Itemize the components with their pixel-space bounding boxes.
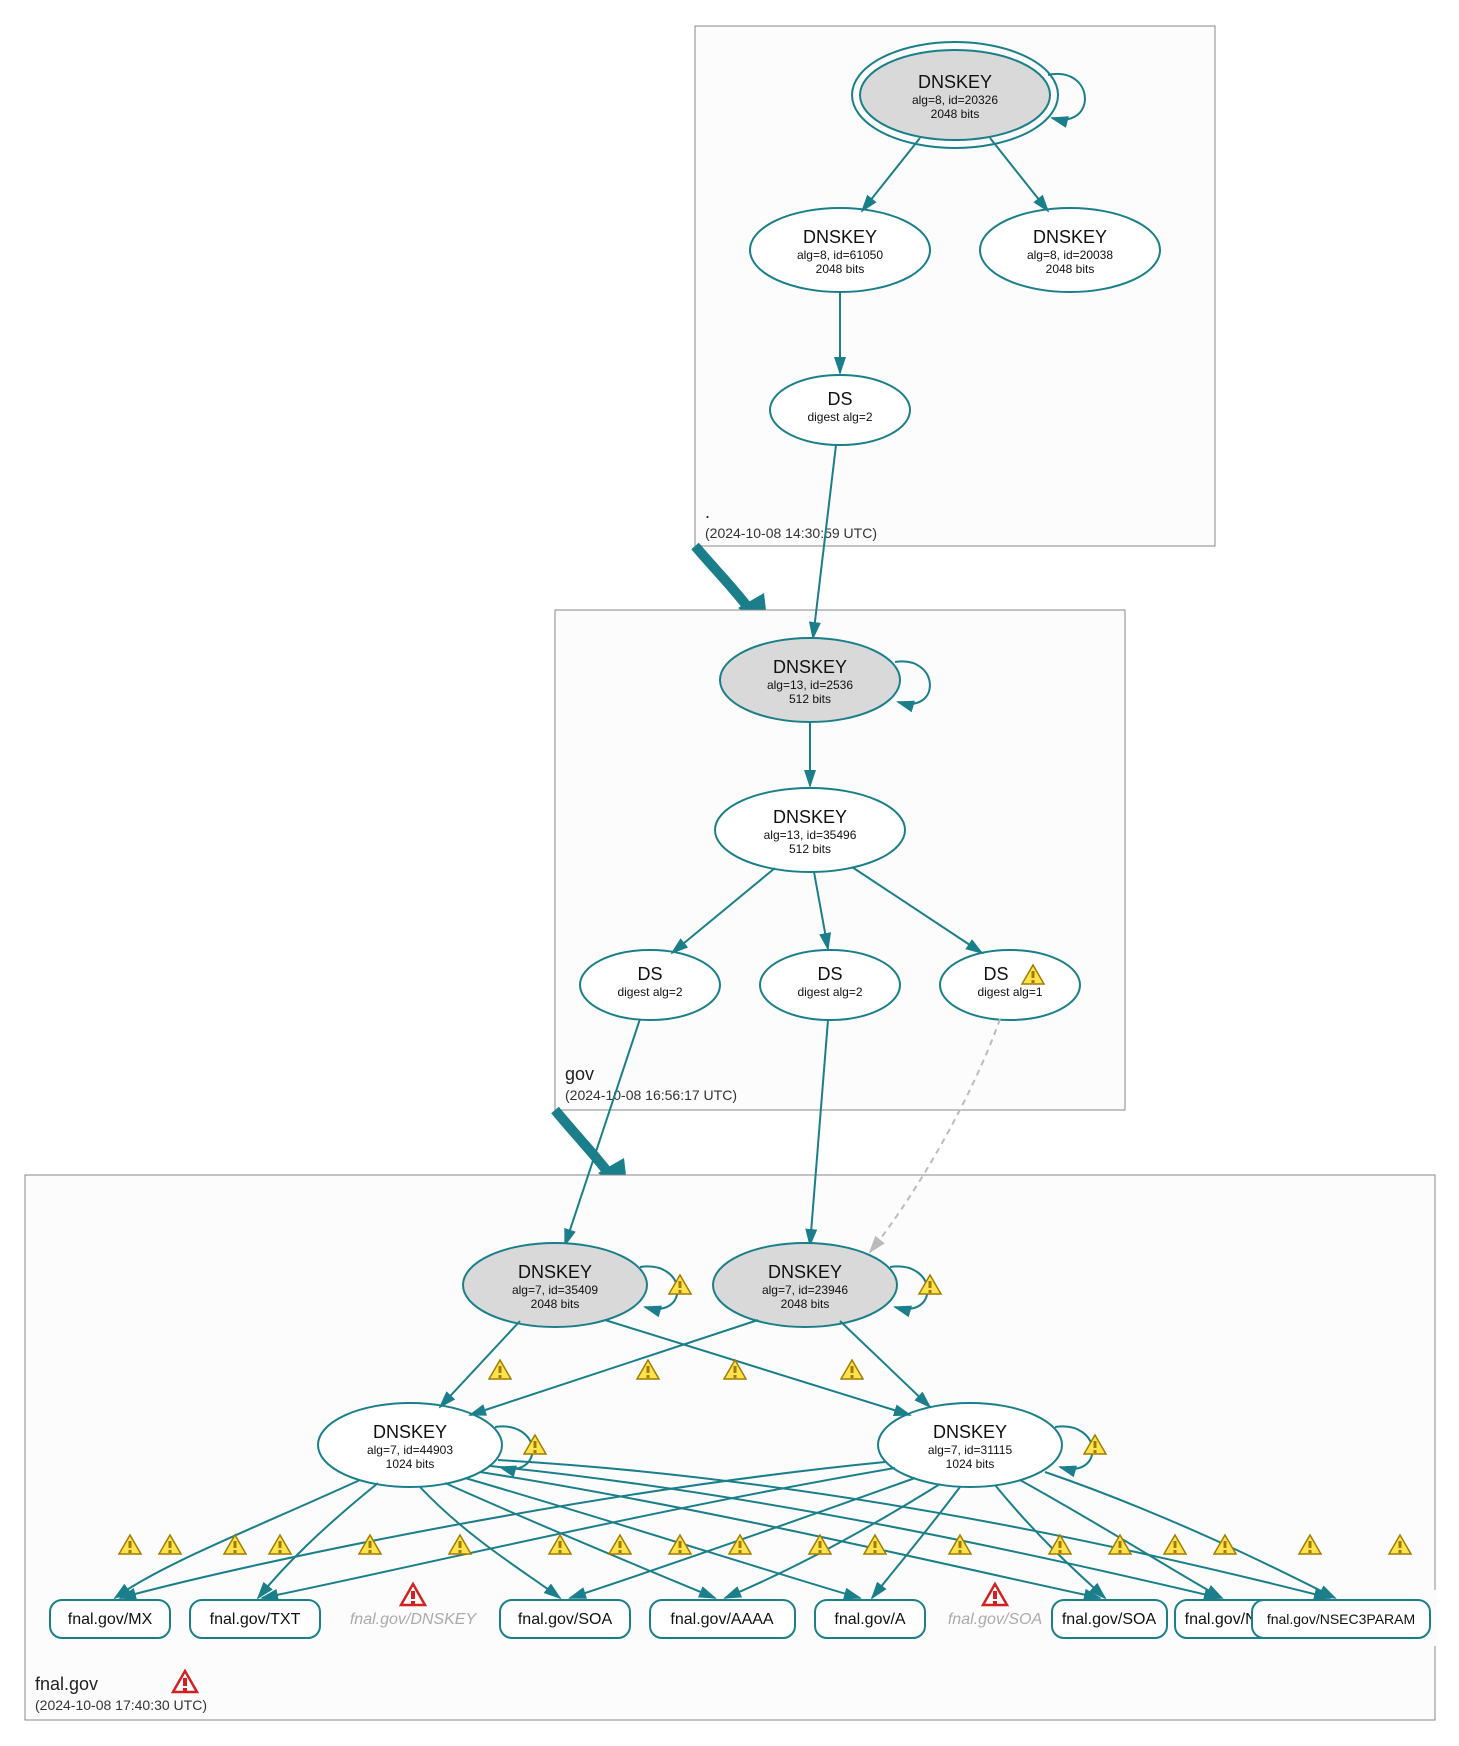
node-root-ds: DS digest alg=2 [770,375,910,445]
node-gov-ds1: DS digest alg=2 [580,950,720,1020]
svg-text:DNSKEY: DNSKEY [803,227,877,247]
zone-root-ts: (2024-10-08 14:30:59 UTC) [705,525,877,541]
svg-text:fnal.gov/NSEC3PARAM: fnal.gov/NSEC3PARAM [1267,1611,1415,1627]
rr-dnskey-dim: fnal.gov/DNSKEY [350,1611,478,1628]
rr-mx: fnal.gov/MX [68,1611,153,1628]
node-gov-zsk: DNSKEY alg=13, id=35496 512 bits [715,788,905,872]
node-gov-ksk: DNSKEY alg=13, id=2536 512 bits [720,638,900,722]
svg-text:alg=7, id=23946: alg=7, id=23946 [762,1283,848,1297]
svg-text:2048 bits: 2048 bits [931,107,980,121]
svg-text:512 bits: 512 bits [789,692,831,706]
svg-text:512 bits: 512 bits [789,842,831,856]
svg-text:DNSKEY: DNSKEY [773,807,847,827]
node-gov-ds3: DS digest alg=1 [940,950,1080,1020]
svg-text:digest alg=2: digest alg=2 [617,985,682,999]
svg-text:DNSKEY: DNSKEY [373,1422,447,1442]
node-gov-ds2: DS digest alg=2 [760,950,900,1020]
node-fnal-zsk1: DNSKEY alg=7, id=44903 1024 bits [318,1403,502,1487]
svg-text:1024 bits: 1024 bits [386,1457,435,1471]
svg-text:alg=7, id=44903: alg=7, id=44903 [367,1443,453,1457]
rr-soa1: fnal.gov/SOA [518,1611,613,1628]
svg-text:DS: DS [637,964,662,984]
svg-text:alg=8, id=61050: alg=8, id=61050 [797,248,883,262]
svg-text:DS: DS [983,964,1008,984]
svg-text:DNSKEY: DNSKEY [1033,227,1107,247]
svg-text:DNSKEY: DNSKEY [518,1262,592,1282]
svg-text:2048 bits: 2048 bits [781,1297,830,1311]
zone-gov-label: gov [565,1064,594,1084]
svg-text:DNSKEY: DNSKEY [773,657,847,677]
zone-fnal-label: fnal.gov [35,1674,98,1694]
svg-text:digest alg=2: digest alg=2 [797,985,862,999]
svg-text:fnal.gov/SOA: fnal.gov/SOA [1062,1611,1157,1628]
zone-fnal-ts: (2024-10-08 17:40:30 UTC) [35,1697,207,1713]
svg-text:digest alg=1: digest alg=1 [977,985,1042,999]
svg-text:DNSKEY: DNSKEY [933,1422,1007,1442]
svg-text:alg=7, id=35409: alg=7, id=35409 [512,1283,598,1297]
node-fnal-ksk1: DNSKEY alg=7, id=35409 2048 bits [463,1243,647,1327]
rr-aaaa: fnal.gov/AAAA [670,1611,774,1628]
node-fnal-zsk2: DNSKEY alg=7, id=31115 1024 bits [878,1403,1062,1487]
zone-gov-ts: (2024-10-08 16:56:17 UTC) [565,1087,737,1103]
rr-txt: fnal.gov/TXT [210,1611,301,1628]
rr-soa-dim: fnal.gov/SOA [948,1611,1042,1628]
svg-text:2048 bits: 2048 bits [816,262,865,276]
svg-text:DNSKEY: DNSKEY [768,1262,842,1282]
svg-text:alg=8, id=20038: alg=8, id=20038 [1027,248,1113,262]
svg-text:digest alg=2: digest alg=2 [807,410,872,424]
dnssec-diagram: . (2024-10-08 14:30:59 UTC) DNSKEY alg=8… [0,0,1459,1746]
svg-text:DS: DS [827,389,852,409]
svg-text:alg=13, id=35496: alg=13, id=35496 [764,828,857,842]
svg-text:alg=13, id=2536: alg=13, id=2536 [767,678,853,692]
node-root-ksk: DNSKEY alg=8, id=20326 2048 bits [852,42,1058,148]
svg-text:alg=7, id=31115: alg=7, id=31115 [928,1443,1013,1457]
node-root-zsk1: DNSKEY alg=8, id=61050 2048 bits [750,208,930,292]
svg-text:2048 bits: 2048 bits [531,1297,580,1311]
rr-a: fnal.gov/A [834,1611,905,1628]
node-root-zsk2: DNSKEY alg=8, id=20038 2048 bits [980,208,1160,292]
svg-text:DS: DS [817,964,842,984]
rr-nsec3-box: fnal.gov/NSEC3PARAM [1252,1600,1430,1638]
svg-text:alg=8, id=20326: alg=8, id=20326 [912,93,998,107]
rr-soa2-box: fnal.gov/SOA [1052,1600,1167,1638]
svg-text:2048 bits: 2048 bits [1046,262,1095,276]
zone-root-label: . [705,502,710,522]
svg-text:1024 bits: 1024 bits [946,1457,995,1471]
node-fnal-ksk2: DNSKEY alg=7, id=23946 2048 bits [713,1243,897,1327]
svg-text:DNSKEY: DNSKEY [918,72,992,92]
